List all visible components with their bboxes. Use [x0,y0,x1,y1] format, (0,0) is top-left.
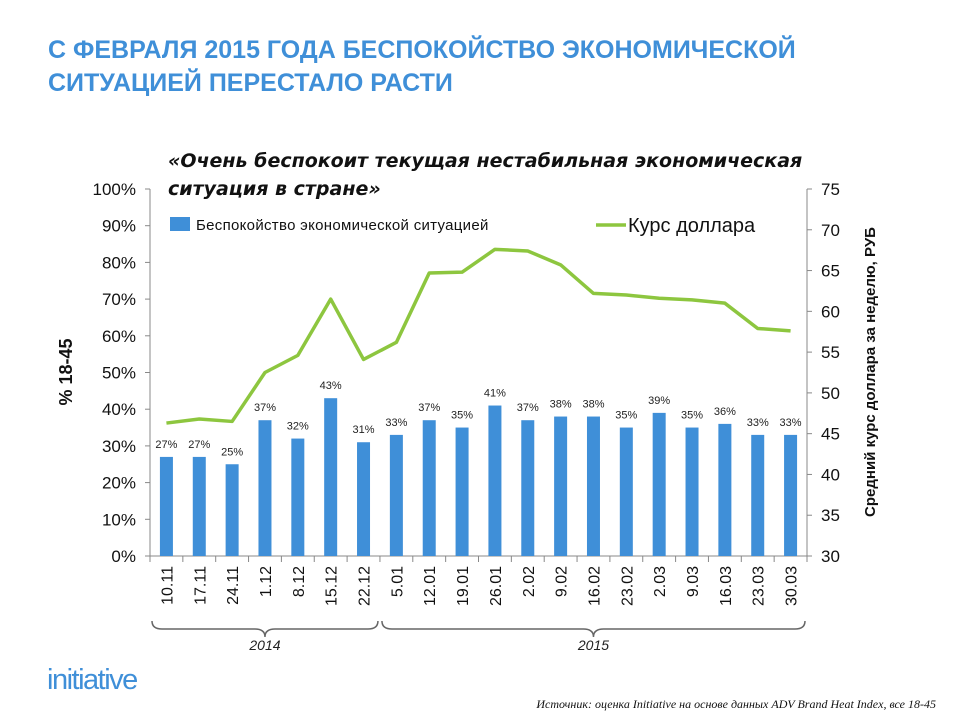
bar-data-label: 35% [451,410,473,422]
right-tick-label: 55 [821,343,840,362]
left-tick-label: 20% [102,474,136,493]
x-tick-label: 22.12 [357,566,374,606]
x-tick-label: 17.11 [192,566,209,605]
x-tick-label: 10.11 [159,566,176,605]
bar [324,398,338,556]
x-tick-label: 16.02 [586,566,603,606]
left-tick-label: 40% [102,400,136,419]
right-axis-title: Средний курс доллара за неделю, РУБ [862,227,879,517]
left-tick-label: 30% [102,437,136,456]
legend-line-label: Курс доллара [628,215,756,237]
right-tick-label: 75 [821,180,840,199]
legend-bar-swatch [170,217,190,231]
bar-data-label: 25% [221,446,243,458]
chart-title: «Очень беспокоит текущая нестабильная эк… [168,150,803,200]
left-tick-label: 60% [102,327,136,346]
right-tick-label: 70 [821,221,840,240]
bar-data-label: 33% [780,417,802,429]
bar [357,442,371,556]
x-tick-label: 23.02 [619,566,636,606]
x-tick-label: 16.03 [718,566,735,606]
right-tick-label: 65 [821,262,840,281]
year-brace [381,620,806,638]
x-tick-label: 12.01 [422,566,439,606]
year-label: 2014 [248,637,280,653]
bar-data-label: 43% [320,380,342,392]
bar-data-label: 27% [188,439,210,451]
left-tick-label: 70% [102,290,136,309]
bar [192,456,206,556]
left-tick-label: 0% [111,547,136,566]
bar [225,464,239,556]
x-tick-label: 1.12 [258,566,275,597]
bar-data-label: 39% [648,395,670,407]
bar-data-label: 38% [550,399,572,411]
right-tick-label: 30 [821,547,840,566]
bar-data-label: 31% [353,424,375,436]
bar-data-label: 27% [155,439,177,451]
bar [554,416,568,556]
bar-data-label: 41% [484,388,506,400]
slide-title: С ФЕВРАЛЯ 2015 ГОДА БЕСПОКОЙСТВО ЭКОНОМИ… [48,36,796,97]
bar-data-label: 32% [287,421,309,433]
bar [652,412,666,556]
bar [685,427,699,556]
bar-data-label: 37% [517,402,539,414]
right-tick-label: 60 [821,302,840,321]
right-tick-label: 45 [821,425,840,444]
right-tick-label: 35 [821,506,840,525]
year-brace [151,620,379,638]
bar-data-label: 35% [681,410,703,422]
year-label: 2015 [577,637,609,653]
initiative-logo: initiative [47,664,138,696]
x-tick-label: 2.03 [652,566,669,597]
bar [521,420,535,556]
left-tick-label: 90% [102,217,136,236]
bar [258,420,272,556]
x-tick-label: 5.01 [389,566,406,597]
left-tick-label: 50% [102,364,136,383]
bar [718,423,732,556]
bar [455,427,469,556]
x-tick-label: 9.02 [554,566,571,597]
bar [619,427,633,556]
bar [159,456,173,556]
bar [784,434,798,556]
right-tick-label: 40 [821,465,840,484]
bar-data-label: 37% [418,402,440,414]
x-tick-label: 26.01 [488,566,505,606]
x-tick-label: 30.03 [784,566,801,606]
bar-data-label: 33% [747,417,769,429]
bar-data-label: 35% [615,410,637,422]
x-tick-label: 24.11 [225,566,242,605]
x-tick-label: 9.03 [685,566,702,597]
bar [291,438,305,556]
x-tick-label: 23.03 [751,566,768,606]
right-tick-label: 50 [821,384,840,403]
bar [586,416,600,556]
left-tick-label: 80% [102,253,136,272]
left-tick-label: 100% [93,180,136,199]
bar [422,420,436,556]
bar-data-label: 33% [385,417,407,429]
left-tick-label: 10% [102,510,136,529]
bar-data-label: 36% [714,406,736,418]
bar-data-label: 37% [254,402,276,414]
bar [751,434,765,556]
legend-bar-label: Беспокойство экономической ситуацией [196,217,489,234]
x-tick-label: 19.01 [455,566,472,606]
bar [389,434,403,556]
x-tick-label: 2.02 [521,566,538,597]
left-axis-title: % 18-45 [56,338,76,405]
usd-rate-line [166,247,791,425]
x-tick-label: 15.12 [324,566,341,606]
source-note: Источник: оценка Initiative на основе да… [536,697,936,711]
x-tick-label: 8.12 [291,566,308,597]
bar [488,405,502,556]
bar-data-label: 38% [582,399,604,411]
